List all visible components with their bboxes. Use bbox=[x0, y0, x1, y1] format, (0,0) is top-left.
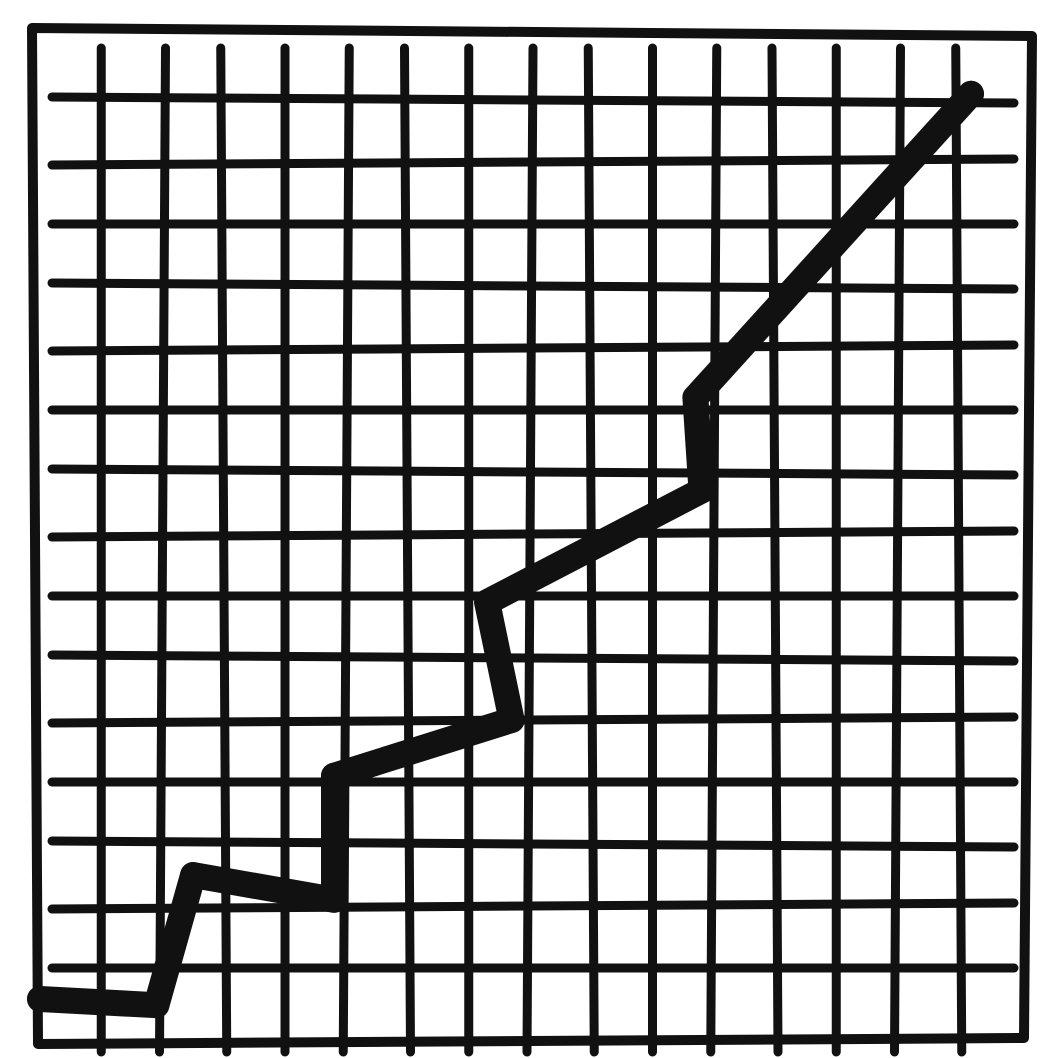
grid-line-horizontal bbox=[47, 340, 1019, 356]
grid-line-vertical bbox=[706, 43, 722, 1057]
grid-line-horizontal bbox=[47, 92, 1019, 108]
grid-line-vertical bbox=[155, 43, 170, 1057]
data-point bbox=[321, 886, 347, 913]
data-point bbox=[682, 384, 709, 411]
grid-line-vertical bbox=[890, 43, 905, 1057]
data-point bbox=[958, 80, 984, 107]
chart-frame bbox=[27, 23, 1037, 1049]
data-point bbox=[321, 762, 347, 789]
grid-line-vertical bbox=[400, 43, 415, 1057]
grid-line-vertical bbox=[767, 43, 783, 1057]
grid-line-horizontal bbox=[47, 526, 1019, 542]
grid-line-horizontal bbox=[47, 278, 1019, 294]
data-point bbox=[180, 862, 207, 888]
grid-line-horizontal bbox=[47, 898, 1019, 914]
data-point bbox=[474, 589, 501, 616]
grid-line-vertical bbox=[216, 43, 232, 1057]
grid-line-vertical bbox=[951, 43, 967, 1057]
grid-line-horizontal bbox=[47, 650, 1019, 666]
data-line-series-0 bbox=[27, 80, 984, 1019]
data-point bbox=[688, 477, 715, 504]
data-point bbox=[143, 992, 170, 1019]
grid-line-horizontal bbox=[47, 464, 1019, 480]
data-point bbox=[498, 707, 525, 733]
grid-line-horizontal bbox=[47, 836, 1019, 852]
grid-line-horizontal bbox=[47, 712, 1019, 728]
data-point bbox=[27, 986, 53, 1012]
grid-line-vertical bbox=[522, 43, 538, 1057]
grid-line-horizontal bbox=[47, 154, 1019, 170]
